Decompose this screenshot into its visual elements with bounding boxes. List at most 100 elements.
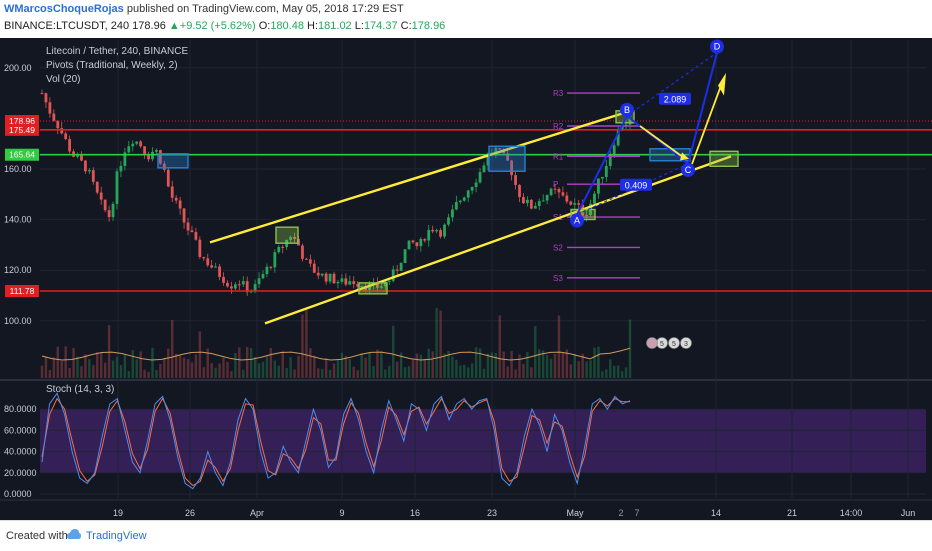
candle-body [620, 126, 624, 131]
price-axis-label: 178.96 [9, 116, 35, 126]
volume-bar [585, 361, 588, 378]
box-blue-2[interactable] [488, 145, 526, 172]
candle-body [573, 203, 577, 205]
candle-body [604, 166, 608, 177]
candle-body [210, 265, 214, 268]
candle-body [52, 113, 56, 121]
volume-bar [593, 347, 596, 378]
volume-bar [616, 365, 620, 378]
stoch-y-tick-label: 20.0000 [4, 468, 37, 478]
x-tick-label: 19 [113, 508, 123, 518]
volume-bar [198, 331, 202, 378]
candle-body [360, 286, 364, 288]
volume-bar [68, 368, 71, 378]
candle-body [470, 186, 474, 191]
candle-body [158, 150, 162, 164]
candle-body [593, 193, 596, 204]
legend-volume: Vol (20) [46, 74, 80, 85]
volume-bar [340, 352, 344, 378]
volume-bar [64, 346, 67, 378]
chart-area[interactable]: 19 26 Apr 9 16 23 May 14 21 14:00 Jun 2 7 200.00 160.0… [0, 38, 932, 520]
channel-lower-line[interactable] [264, 155, 732, 325]
pivot-label: S3 [553, 274, 563, 283]
candle-body [518, 184, 521, 198]
volume-bar [419, 354, 423, 378]
candle-body [44, 93, 48, 103]
abcd-pattern-line[interactable] [576, 52, 718, 215]
volume-bar [411, 359, 415, 378]
volume-bar [455, 359, 458, 378]
volume-bar [72, 347, 75, 378]
volume-bar [403, 367, 407, 378]
candle-body [585, 214, 588, 216]
candle-body [68, 139, 72, 152]
arrow-up-projection-head [718, 72, 726, 96]
stoch-y-tick-label: 40.0000 [4, 447, 37, 457]
symbol-line: BINANCE:LTCUSDT, 240 178.96 ▲+9.52 (+5.6… [4, 20, 445, 32]
volume-bar [194, 354, 198, 378]
candle-body [324, 273, 328, 282]
box-green-5[interactable] [709, 150, 739, 167]
box-blue-1[interactable] [157, 153, 189, 169]
candle-body [111, 203, 115, 218]
candle-body [447, 217, 450, 225]
candle-body [87, 170, 91, 172]
low-value: 174.37 [363, 20, 398, 32]
candle-body [147, 154, 150, 160]
tradingview-cloud-icon[interactable] [66, 527, 82, 541]
pivot-label: S2 [553, 243, 563, 252]
volume-bar [40, 365, 44, 378]
volume-bar [356, 370, 359, 378]
volume-bar [372, 366, 375, 378]
channel-upper-line[interactable] [209, 109, 632, 244]
candle-body [198, 239, 202, 257]
event-flag-icon[interactable] [668, 337, 680, 349]
volume-bar [119, 365, 123, 378]
candle-body [423, 239, 427, 241]
chart-canvas[interactable]: 19 26 Apr 9 16 23 May 14 21 14:00 Jun 2 7 200.00 160.0… [0, 38, 932, 520]
volume-bar [238, 347, 241, 378]
candle-body [202, 256, 206, 259]
volume-bar [376, 349, 379, 378]
candle-body [194, 232, 198, 240]
candle-body [305, 258, 308, 260]
candle-body [482, 165, 486, 173]
candle-body [107, 210, 111, 218]
volume-bar [522, 363, 525, 378]
pattern-point-marker [681, 162, 695, 177]
volume-bar [545, 355, 549, 378]
author-link[interactable]: WMarcosChoqueRojas [4, 3, 124, 15]
volume-bar [48, 370, 52, 378]
volume-bar [313, 355, 316, 378]
candle-body [222, 276, 225, 283]
pattern-point-marker [710, 39, 724, 54]
volume-bar [628, 319, 632, 378]
tradingview-brand-link[interactable]: TradingView [86, 530, 147, 542]
volume-bar [549, 358, 553, 378]
event-flag-icon[interactable] [680, 337, 692, 349]
volume-bar [380, 351, 383, 378]
candle-body [40, 93, 44, 95]
volume-bar [190, 362, 194, 378]
volume-bar [573, 354, 576, 378]
volume-bar [581, 353, 584, 378]
stoch-k-line [41, 392, 631, 490]
box-green-2[interactable] [358, 282, 388, 295]
box-green-1[interactable] [275, 226, 299, 244]
candle-body [139, 141, 143, 147]
candle-body [237, 284, 241, 286]
stoch-band [40, 409, 926, 473]
flag-icon[interactable] [646, 337, 658, 349]
x-tick-label: Jun [901, 508, 916, 518]
candle-body [273, 252, 277, 268]
candle-body [616, 130, 620, 146]
candle-body [537, 201, 541, 206]
pattern-ratio-label: 0.409 [625, 181, 648, 191]
volume-bar [348, 359, 352, 378]
candle-body [135, 141, 139, 144]
y-tick-label: 100.00 [4, 316, 32, 326]
volume-bar [510, 350, 513, 378]
volume-bar [384, 369, 387, 378]
volume-bar [186, 358, 190, 378]
volume-bar [147, 371, 150, 378]
